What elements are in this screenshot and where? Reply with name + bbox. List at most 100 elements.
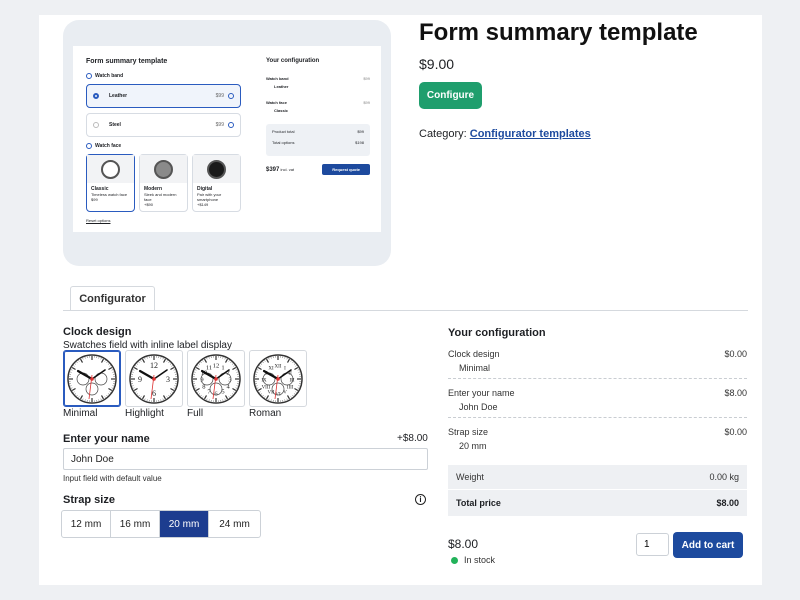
preview-grand-note: incl. vat [280, 166, 295, 172]
clock-design-title: Clock design [63, 326, 132, 338]
preview-band-option-label: Steel [109, 122, 121, 128]
summary-row-value: Minimal [459, 363, 491, 373]
weight-label: Weight [456, 472, 484, 482]
preview-product-total-label: Product total [272, 129, 295, 134]
swatch-minimal[interactable]: Minimal [63, 350, 121, 419]
summary-row-label: Strap size [448, 427, 489, 437]
svg-text:12: 12 [150, 361, 158, 370]
preview-face-card: Modern Sleek and modern face +$90 [139, 154, 188, 212]
stock-dot-icon [451, 556, 458, 564]
preview-summary-title: Your configuration [266, 58, 320, 64]
preview-total-options: $198 [355, 140, 364, 145]
product-image[interactable]: Form summary template Watch band Leather… [63, 20, 391, 266]
summary-title: Your configuration [448, 327, 546, 339]
preview-title: Form summary template [86, 58, 168, 65]
svg-text:I: I [284, 366, 286, 371]
product-page: Form summary template Watch band Leather… [39, 15, 762, 585]
quantity-input[interactable] [636, 533, 669, 556]
preview-face-price: +$90 [144, 202, 154, 207]
divider [448, 378, 747, 379]
watch-full-icon: 121234567891011 [191, 353, 241, 404]
product-price: $9.00 [419, 56, 455, 72]
preview-total-options-label: Total options [272, 140, 295, 145]
product-title: Form summary template [419, 19, 698, 46]
strap-option-24mm[interactable]: 24 mm [219, 518, 250, 530]
preview-face-desc: Pair with your smartphone [197, 192, 222, 202]
preview-summary-row: Watch face $99 [266, 100, 370, 105]
preview-face-name: Digital [197, 186, 213, 192]
preview-band-option: Leather $99 [86, 84, 241, 108]
name-input[interactable] [63, 448, 428, 470]
svg-text:8: 8 [202, 383, 205, 390]
watch-highlight-icon: 12 3 6 9 [129, 353, 179, 404]
info-icon [228, 93, 234, 99]
svg-text:6: 6 [152, 389, 156, 398]
summary-row: Strap size $0.00 20 mm [448, 427, 747, 451]
total-value: $8.00 [716, 497, 739, 508]
name-field-price: +$8.00 [397, 433, 428, 444]
summary-row-price: $0.00 [724, 349, 747, 359]
category-link[interactable]: Configurator templates [469, 128, 591, 140]
svg-text:5: 5 [221, 388, 224, 395]
preview-reset: Reset options [86, 218, 111, 223]
preview-request-button: Request quote [322, 164, 370, 175]
preview-face-name: Classic [91, 186, 109, 192]
svg-text:VII: VII [268, 390, 275, 395]
preview-screenshot: Form summary template Watch band Leather… [73, 46, 381, 232]
preview-band-heading: Watch band [86, 73, 241, 79]
final-price: $8.00 [448, 537, 479, 551]
summary-row-value: 20 mm [459, 441, 487, 451]
category-line: Category: Configurator templates [419, 128, 591, 140]
preview-band-option-price: $99 [215, 122, 224, 128]
stock-status: In stock [451, 555, 495, 565]
tab-configurator[interactable]: Configurator [70, 286, 155, 311]
info-icon[interactable]: i [415, 494, 426, 505]
preview-summary-row: Watch band $99 [266, 76, 370, 81]
strap-option-12mm[interactable]: 12 mm [62, 511, 111, 537]
preview-row-label: Watch face [266, 100, 287, 105]
swatch-label: Full [187, 408, 204, 419]
preview-form: Form summary template Watch band Leather… [73, 46, 253, 232]
svg-text:9: 9 [138, 375, 142, 384]
preview-row-label: Watch band [266, 76, 289, 81]
swatch-full[interactable]: 121234567891011 Full [187, 350, 245, 419]
watch-minimal-icon [67, 353, 117, 404]
preview-row-sub: Leather [274, 84, 289, 89]
preview-face-card: Digital Pair with your smartphone +$149 [192, 154, 241, 212]
svg-text:9: 9 [200, 376, 203, 383]
summary-totals: Weight 0.00 kg Total price $8.00 [448, 465, 747, 516]
swatch-label: Highlight [125, 408, 164, 419]
preview-footer: $397 incl. vat Request quote [266, 164, 370, 175]
svg-text:11: 11 [206, 364, 212, 371]
radio-icon [93, 93, 99, 99]
summary-row-label: Clock design [448, 349, 500, 359]
name-field-help: Input field with default value [63, 474, 162, 483]
preview-band-option-price: $99 [215, 93, 224, 99]
preview-face-heading: Watch face [86, 143, 241, 149]
preview-band-option: Steel $99 [86, 113, 241, 137]
svg-text:2: 2 [226, 369, 229, 376]
summary-row-price: $8.00 [724, 388, 747, 398]
svg-text:V: V [283, 390, 287, 395]
svg-text:12: 12 [213, 362, 220, 369]
tab-divider [63, 310, 748, 311]
summary-row: Clock design $0.00 Minimal [448, 349, 747, 379]
preview-face-price: +$149 [197, 202, 209, 207]
watch-classic-icon [101, 159, 120, 179]
swatch-label: Minimal [63, 408, 98, 419]
strap-option-16mm[interactable]: 16 mm [111, 511, 160, 537]
strap-option-20mm[interactable]: 20 mm [160, 511, 209, 537]
preview-band-option-label: Leather [109, 93, 128, 99]
configure-button[interactable]: Configure [419, 82, 482, 109]
preview-row-price: $99 [363, 76, 370, 81]
add-to-cart-button[interactable]: Add to cart [673, 532, 743, 558]
swatch-highlight[interactable]: 12 3 6 9 Highlight [125, 350, 183, 419]
preview-grand: $397 [266, 166, 280, 173]
swatch-roman[interactable]: XII I II III IIII V VI VII VIII IX X XI Roman [249, 350, 307, 419]
watch-modern-icon [154, 159, 173, 179]
preview-face-price: $99 [91, 197, 98, 202]
category-label: Category: [419, 128, 467, 140]
preview-band-label: Watch band [95, 73, 124, 79]
divider [448, 417, 747, 418]
